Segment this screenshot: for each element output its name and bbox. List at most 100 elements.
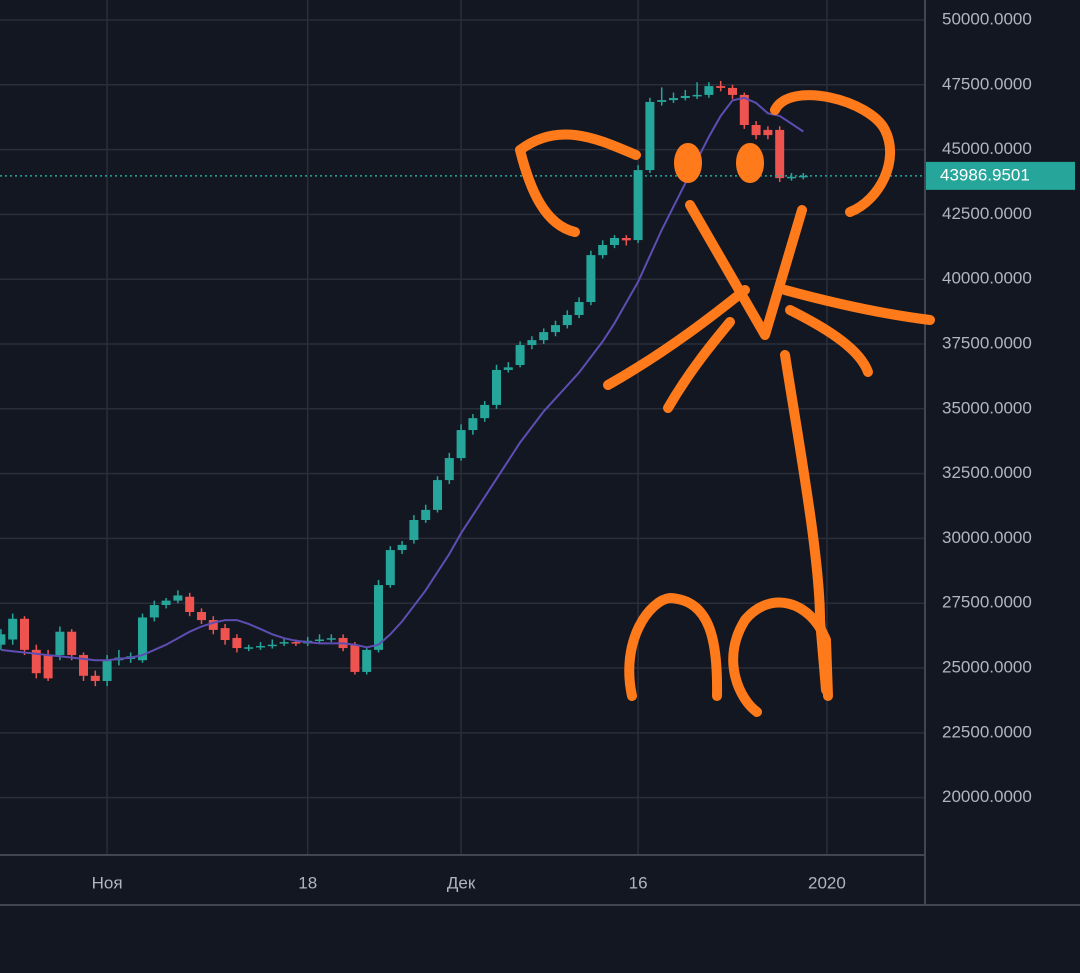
candle-body [444, 458, 454, 481]
y-tick-label: 47500.0000 [942, 74, 1032, 93]
x-tick-label: 18 [298, 873, 317, 892]
doodle-arm [603, 285, 750, 390]
moving-average-line [0, 96, 804, 662]
candle-body [67, 631, 77, 656]
candle-body [161, 600, 171, 606]
candle-body [492, 369, 501, 405]
candle-body [680, 95, 690, 99]
y-tick-label: 25000.0000 [942, 657, 1032, 676]
candle-body [562, 314, 572, 326]
x-tick-label: 2020 [808, 873, 846, 892]
candle-body [220, 628, 230, 641]
candle-body [586, 255, 596, 303]
candle-body [256, 645, 265, 648]
y-tick-label: 22500.0000 [942, 722, 1032, 741]
x-tick-label: 16 [629, 873, 648, 892]
y-tick-label: 32500.0000 [942, 463, 1032, 482]
candle-body [574, 302, 584, 315]
candle-body [79, 655, 88, 676]
x-tick-label: Дек [447, 873, 476, 892]
candle-body [55, 631, 65, 656]
candle-body [610, 237, 619, 245]
candle-body [315, 639, 324, 642]
candle-body [397, 544, 407, 551]
y-tick-label: 45000.0000 [942, 139, 1032, 158]
candle-body [598, 244, 608, 256]
grid [0, 0, 925, 855]
candle-body [515, 345, 525, 366]
candle-body [669, 98, 678, 101]
y-tick-label: 20000.0000 [942, 787, 1032, 806]
candle-body [456, 430, 466, 459]
candle-body [716, 86, 726, 88]
doodle-leg [624, 593, 723, 701]
candle-body [798, 175, 808, 178]
candle-body [480, 404, 490, 419]
doodle-arm [780, 285, 935, 325]
doodle-arm [785, 305, 873, 377]
y-tick-label: 50000.0000 [942, 9, 1032, 28]
candle-body [185, 596, 195, 613]
candle-body [385, 550, 395, 586]
candle-body [20, 618, 29, 650]
plot [0, 80, 925, 687]
candle-body [0, 634, 6, 645]
y-tick-label: 42500.0000 [942, 204, 1032, 223]
candle-body [149, 605, 159, 618]
doodle-body [780, 350, 831, 695]
candle-body [267, 644, 277, 647]
candle-body [197, 612, 206, 621]
doodle-arm [663, 317, 735, 413]
candle-body [433, 480, 442, 510]
candle-body [409, 520, 419, 540]
doodle-eye [736, 143, 764, 183]
y-tick-label: 35000.0000 [942, 398, 1032, 417]
candle-body [102, 660, 112, 681]
candle-body [232, 637, 242, 649]
y-tick-label: 27500.0000 [942, 593, 1032, 612]
candle-body [633, 170, 643, 241]
last-price-box [926, 161, 1075, 190]
candle-body [173, 595, 183, 601]
candle-body [421, 509, 431, 521]
candle-body [468, 418, 478, 431]
candle-body [374, 585, 383, 650]
candle-body [244, 647, 254, 649]
candle-body [503, 367, 513, 370]
y-tick-label: 37500.0000 [942, 333, 1032, 352]
candle-body [138, 617, 147, 661]
candle-body [787, 176, 796, 179]
candle-body [704, 86, 714, 95]
candle-body [527, 340, 537, 346]
candle-body [539, 332, 549, 341]
candle-body [291, 642, 301, 644]
candle-body [763, 129, 773, 136]
candle-body [362, 649, 372, 672]
candle-body [279, 642, 289, 644]
x-tick-label: Ноя [92, 873, 123, 892]
y-tick-label: 40000.0000 [942, 269, 1032, 288]
doodle-ear [515, 129, 641, 237]
doodle-eye [674, 143, 702, 183]
candle-body [692, 94, 702, 97]
candle-body [43, 655, 53, 679]
candle-body [621, 237, 631, 241]
doodle [515, 90, 935, 717]
candle-body [739, 94, 749, 125]
candle-body [775, 129, 785, 179]
labels: 20000.0000 22500.0000 25000.0000 27500.0000… [92, 9, 1075, 892]
candle-body [645, 101, 655, 171]
candle-body [326, 638, 336, 640]
candle-body [350, 644, 360, 672]
candle-body [657, 100, 667, 102]
last-price-label: 43986.9501 [940, 165, 1030, 184]
doodle-ear [770, 90, 895, 217]
doodle-leg [728, 597, 833, 717]
candle-body [31, 649, 41, 674]
candle-body [90, 675, 100, 681]
candle-body [751, 124, 761, 136]
y-tick-label: 30000.0000 [942, 528, 1032, 547]
candle-body [208, 620, 218, 630]
